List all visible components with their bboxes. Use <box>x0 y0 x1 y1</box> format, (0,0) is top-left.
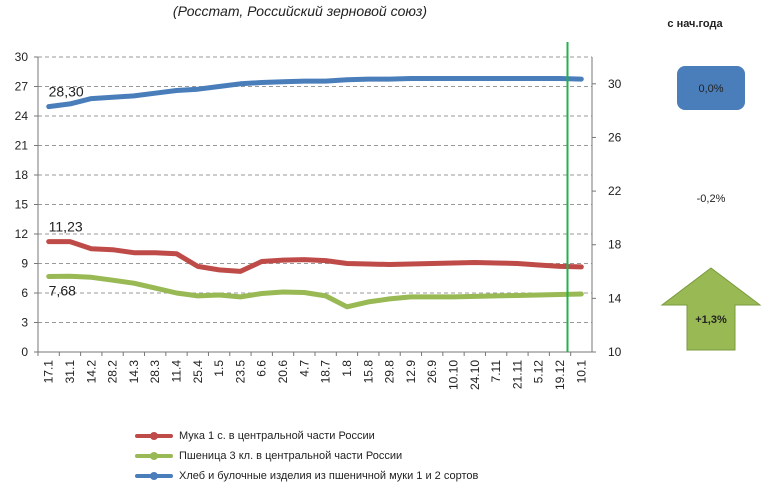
left-y-tick-label: 3 <box>21 316 28 330</box>
legend-item-wheat: Пшеница 3 кл. в центральной части России <box>135 446 478 466</box>
x-tick-label: 24.10 <box>468 360 482 390</box>
flour-legend-swatch <box>135 432 173 440</box>
legend: Мука 1 с. в центральной части России Пше… <box>135 426 478 486</box>
series-line-flour <box>46 239 584 274</box>
x-tick-label: 14.3 <box>127 360 141 384</box>
right-y-tick-label: 30 <box>608 77 622 91</box>
start-label-wheat: 7,68 <box>49 282 76 298</box>
price-chart: 17.1 31.1 14.2 28.2 14.3 28.3 11.4 25.4 1.5 23.5 6… <box>15 42 762 390</box>
left-y-tick-label: 15 <box>15 198 29 212</box>
x-tick-label: 1.5 <box>212 360 226 377</box>
x-tick-label: 4.7 <box>297 360 311 377</box>
flour-change-value: -0,2% <box>697 193 726 205</box>
x-tick-label: 11.4 <box>170 360 184 383</box>
left-y-tick-labels: 0 3 6 9 12 15 18 21 24 27 30 <box>15 50 38 359</box>
x-tick-label: 7.11 <box>489 360 503 383</box>
x-tick-label: 28.3 <box>148 360 162 384</box>
legend-item-flour: Мука 1 с. в центральной части России <box>135 426 478 446</box>
left-y-tick-label: 30 <box>15 50 29 64</box>
series-line-bread <box>46 76 584 110</box>
x-tick-label: 20.6 <box>276 360 290 384</box>
x-tick-label: 23.5 <box>233 360 247 384</box>
legend-label-flour: Мука 1 с. в центральной части России <box>179 430 375 442</box>
right-y-tick-label: 14 <box>608 291 622 305</box>
left-y-tick-label: 6 <box>21 286 28 300</box>
right-y-tick-label: 26 <box>608 130 622 144</box>
x-tick-label: 1.8 <box>340 360 354 377</box>
right-y-tick-labels: 10 14 18 22 26 30 <box>592 77 622 359</box>
x-tick-label: 10.1 <box>574 360 588 384</box>
legend-label-wheat: Пшеница 3 кл. в центральной части России <box>179 450 403 462</box>
x-tick-label: 29.8 <box>383 360 397 384</box>
x-tick-label: 21.11 <box>510 360 524 389</box>
bread-change-value: 0,0% <box>698 83 723 95</box>
x-tick-label: 10.10 <box>447 360 461 390</box>
x-tick-label: 25.4 <box>191 360 205 384</box>
bread-change-badge <box>677 66 745 110</box>
x-tick-label: 14.2 <box>84 360 98 384</box>
left-y-tick-label: 18 <box>15 168 29 182</box>
wheat-change-value: +1,3% <box>695 314 727 326</box>
x-tick-label: 26.9 <box>425 360 439 384</box>
legend-label-bread: Хлеб и булочные изделия из пшеничной мук… <box>179 470 479 482</box>
x-tick-label: 28.2 <box>106 360 120 384</box>
x-tick-labels: 17.1 31.1 14.2 28.2 14.3 28.3 11.4 25.4 1.5 23.5 6… <box>37 352 588 390</box>
x-tick-label: 31.1 <box>63 360 77 384</box>
right-y-tick-label: 22 <box>608 184 622 198</box>
wheat-legend-swatch <box>135 452 173 460</box>
left-y-tick-label: 9 <box>21 257 28 271</box>
series-line-wheat <box>46 273 584 310</box>
chart-subtitle: (Росстат, Российский зерновой союз) <box>172 3 428 19</box>
right-y-tick-label: 18 <box>608 238 622 252</box>
x-tick-label: 6.6 <box>255 360 269 377</box>
right-y-tick-label: 10 <box>608 345 622 359</box>
x-tick-label: 5.12 <box>532 360 546 384</box>
since-start-of-year-label: с нач.года <box>667 18 723 30</box>
x-tick-label: 19.12 <box>553 360 567 390</box>
start-label-flour: 11,23 <box>49 219 83 235</box>
left-y-tick-label: 27 <box>15 80 29 94</box>
left-y-tick-label: 24 <box>15 109 29 123</box>
bread-legend-swatch <box>135 472 173 480</box>
legend-item-bread: Хлеб и булочные изделия из пшеничной мук… <box>135 466 478 486</box>
x-tick-label: 18.7 <box>319 360 333 384</box>
wheat-up-arrow-icon <box>660 267 762 351</box>
left-y-tick-label: 0 <box>21 345 28 359</box>
x-tick-label: 17.1 <box>42 360 56 384</box>
left-y-tick-label: 12 <box>15 227 29 241</box>
x-tick-label: 15.8 <box>361 360 375 384</box>
x-tick-label: 12.9 <box>404 360 418 384</box>
series-lines <box>46 76 584 310</box>
start-label-bread: 28,30 <box>49 84 84 100</box>
left-y-tick-label: 21 <box>15 139 29 153</box>
start-value-labels: 11,23 7,68 28,30 <box>49 84 84 299</box>
